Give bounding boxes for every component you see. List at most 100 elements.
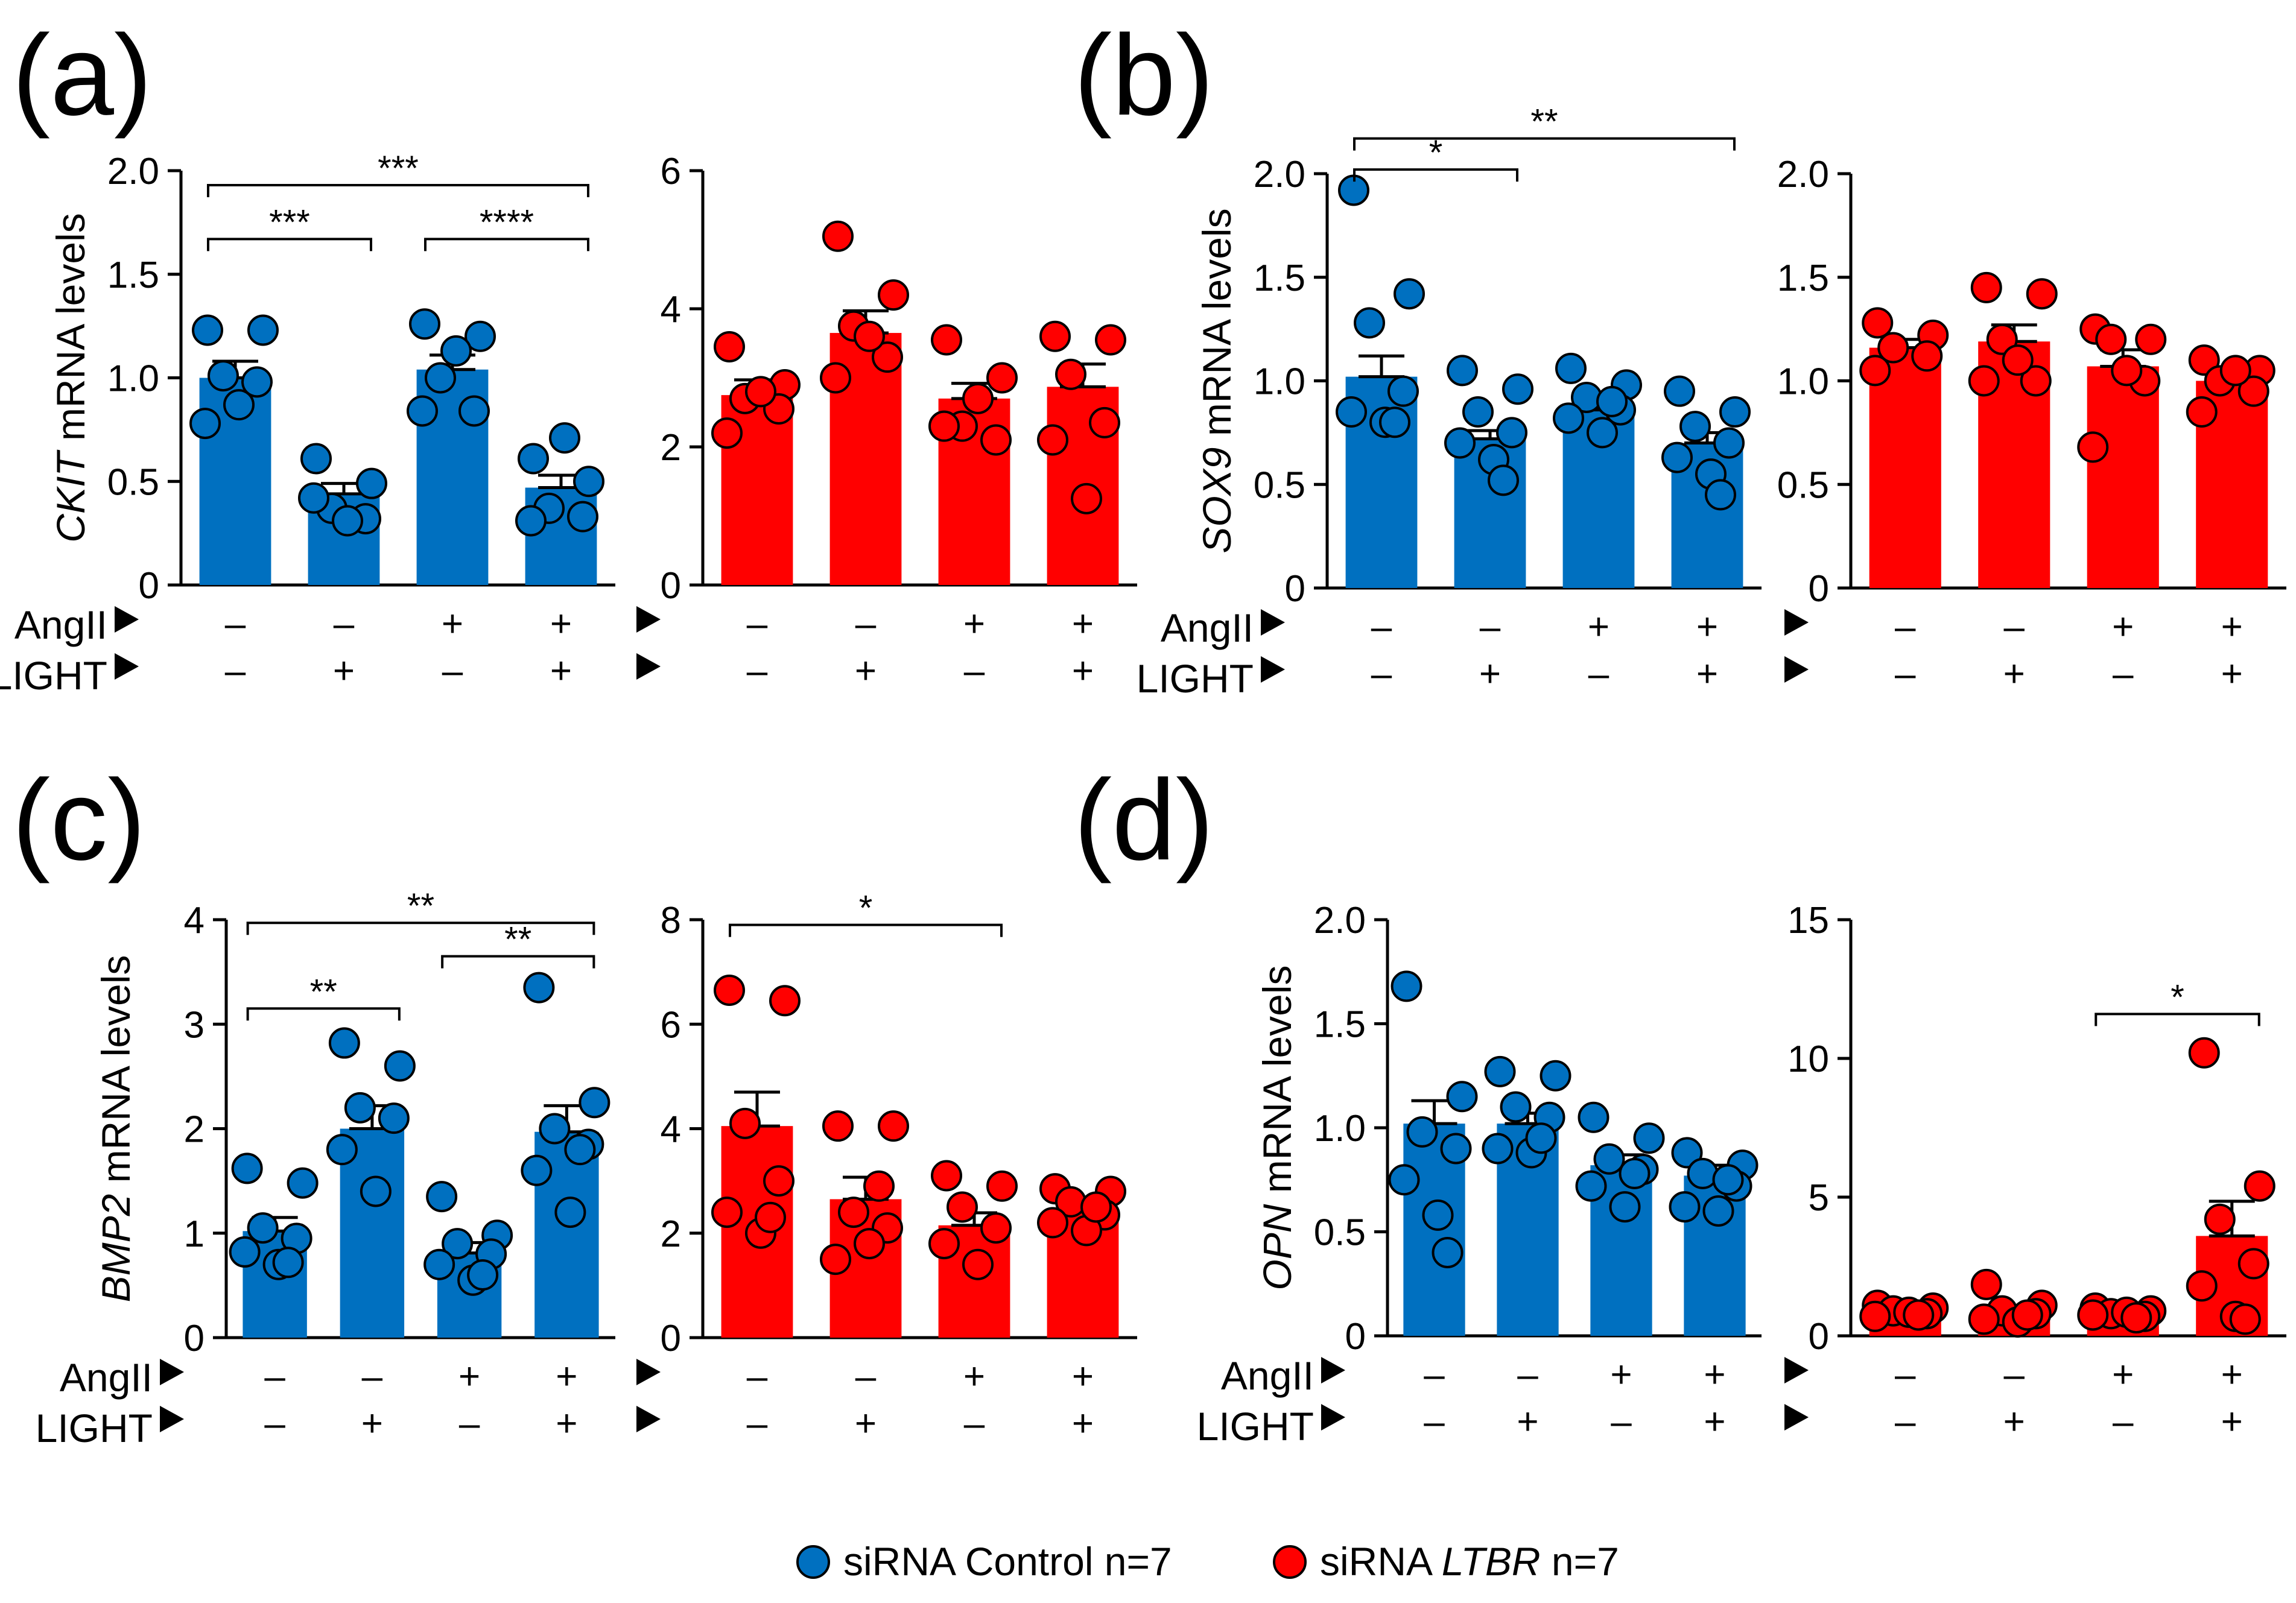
angii-sign-b2-3: +	[2221, 606, 2243, 648]
significance-bracket-a-1	[424, 238, 589, 251]
data-point-c2-1-2	[838, 1197, 869, 1228]
y-tick-label-b2: 1.5	[1777, 258, 1829, 299]
y-tick-label-d2: 0	[1809, 1316, 1829, 1358]
data-point-a-0-5	[223, 389, 255, 421]
light-sign-c2-3: +	[1072, 1403, 1094, 1444]
row-arrow-c2-0	[636, 1359, 661, 1385]
data-point-a2-1-1	[878, 279, 909, 311]
data-point-a-3-1	[573, 466, 604, 498]
data-point-c2-0-1	[769, 985, 801, 1017]
y-tick-label-d: 0.5	[1314, 1212, 1366, 1254]
y-tick-label-c: 0	[184, 1318, 205, 1359]
light-sign-b2-3: +	[2221, 653, 2243, 695]
data-point-d-2-2	[1593, 1143, 1625, 1175]
data-point-c-3-0	[523, 972, 555, 1004]
y-tick-label-d: 1.0	[1314, 1108, 1366, 1149]
data-point-a2-1-0	[822, 220, 854, 252]
data-point-c-2-4	[423, 1248, 455, 1280]
data-point-c2-2-0	[931, 1160, 962, 1192]
y-tick-label-b2: 2.0	[1777, 154, 1829, 195]
y-tick-label-c2: 2	[661, 1213, 681, 1255]
row-arrow-c-0	[160, 1359, 184, 1385]
data-point-b2-1-2	[1986, 323, 2018, 355]
angii-sign-b-2: +	[1588, 606, 1609, 648]
light-sign-a-3: +	[550, 650, 572, 692]
data-point-b2-0-0	[1862, 307, 1894, 339]
y-tick-label-a2: 4	[661, 289, 681, 330]
legend-label-control: siRNA Control n=7	[843, 1539, 1172, 1584]
angii-sign-a-2: +	[442, 603, 463, 645]
y-tick-label-c2: 0	[661, 1318, 681, 1359]
angii-sign-c-2: +	[458, 1356, 480, 1397]
panel-label-d: (d)	[1074, 756, 1214, 884]
data-point-c-3-6	[564, 1134, 596, 1166]
y-tick-label-b: 1.5	[1254, 258, 1305, 299]
legend: siRNA Control n=7 siRNA LTBR n=7	[796, 1539, 1619, 1584]
light-sign-c2-0: –	[747, 1403, 768, 1444]
panel-c2: 0 2 4 6 8 – – – + + – + + *	[636, 889, 1137, 1444]
data-point-b2-1-1	[2026, 278, 2058, 310]
data-point-d2-3-1	[2244, 1170, 2275, 1202]
data-point-b-0-2	[1354, 307, 1385, 339]
angii-sign-c2-1: –	[855, 1356, 877, 1397]
light-sign-a2-1: +	[855, 650, 877, 692]
panels: (a) CKIT mRNA levels 0 0.5 1.0 1.5 2.0 – – – + + – + +…	[0, 11, 2286, 1450]
light-row-label-c: LIGHT	[36, 1406, 153, 1450]
data-point-a-1-4	[298, 482, 329, 514]
y-tick-label-b2: 0	[1809, 568, 1829, 610]
data-point-a-2-0	[409, 308, 440, 340]
data-point-d2-2-4	[2077, 1299, 2109, 1331]
data-point-a-1-0	[300, 443, 332, 475]
data-point-d-3-2	[1687, 1157, 1719, 1189]
row-arrow-b2-0	[1784, 609, 1809, 636]
data-point-b-1-3	[1496, 417, 1527, 449]
data-point-b-2-5	[1587, 417, 1618, 449]
angii-sign-b2-1: –	[2004, 606, 2025, 648]
y-axis-label-a: CKIT mRNA levels	[48, 213, 93, 542]
light-sign-c-0: –	[264, 1403, 285, 1444]
legend-ltbr-gene: LTBR	[1442, 1539, 1541, 1584]
light-sign-d-2: –	[1611, 1401, 1632, 1443]
data-point-d-2-0	[1578, 1101, 1609, 1133]
data-point-d-1-6	[1525, 1122, 1557, 1154]
data-point-a-2-2	[425, 362, 456, 394]
data-point-d2-0-6	[1903, 1299, 1935, 1331]
data-point-b2-0-4	[1859, 355, 1891, 387]
data-point-c2-1-4	[820, 1244, 851, 1276]
angii-sign-b-3: +	[1696, 606, 1718, 648]
data-point-d2-1-4	[1968, 1303, 2000, 1335]
panel-c: (c) BMP2 mRNA levels 0 1 2 3 4 – – – + + – + + AngII LIG…	[12, 756, 615, 1450]
data-point-a-1-1	[356, 467, 387, 499]
data-point-c2-1-6	[863, 1170, 895, 1202]
y-tick-label-c: 4	[184, 900, 205, 941]
legend-label-ltbr: siRNA LTBR n=7	[1320, 1539, 1619, 1584]
angii-sign-d2-3: +	[2221, 1354, 2243, 1396]
data-point-c2-2-2	[947, 1191, 978, 1223]
y-tick-label-d: 1.5	[1314, 1004, 1366, 1046]
y-tick-label-a: 0	[139, 565, 159, 607]
y-tick-label-a: 1.5	[107, 255, 159, 296]
angii-sign-c2-0: –	[747, 1356, 768, 1397]
data-point-c2-0-0	[714, 974, 745, 1006]
light-sign-a-2: –	[442, 650, 463, 692]
light-sign-b2-1: +	[2003, 653, 2025, 695]
light-sign-a2-2: –	[964, 650, 985, 692]
angii-sign-a-1: –	[334, 603, 355, 645]
angii-row-label-d: AngII	[1221, 1353, 1314, 1398]
data-point-c-3-1	[579, 1087, 610, 1119]
legend-marker-ltbr	[1273, 1545, 1307, 1579]
data-point-c-0-6	[272, 1247, 304, 1279]
significance-bracket-a-2	[207, 184, 589, 198]
data-point-b2-0-3	[1911, 340, 1943, 372]
light-sign-c2-1: +	[855, 1403, 877, 1444]
angii-sign-d2-0: –	[1895, 1354, 1916, 1396]
significance-label-c2-0: *	[859, 889, 873, 928]
significance-label-b-0: *	[1429, 133, 1443, 172]
angii-sign-a2-2: +	[963, 603, 985, 645]
data-point-b-3-2	[1679, 411, 1711, 443]
data-point-b2-0-2	[1877, 332, 1909, 364]
angii-sign-d2-1: –	[2004, 1354, 2025, 1396]
data-point-d-2-6	[1619, 1157, 1651, 1189]
panel-a: (a) CKIT mRNA levels 0 0.5 1.0 1.5 2.0 – – – + + – + +…	[0, 11, 615, 698]
data-point-d2-2-6	[2120, 1302, 2152, 1334]
